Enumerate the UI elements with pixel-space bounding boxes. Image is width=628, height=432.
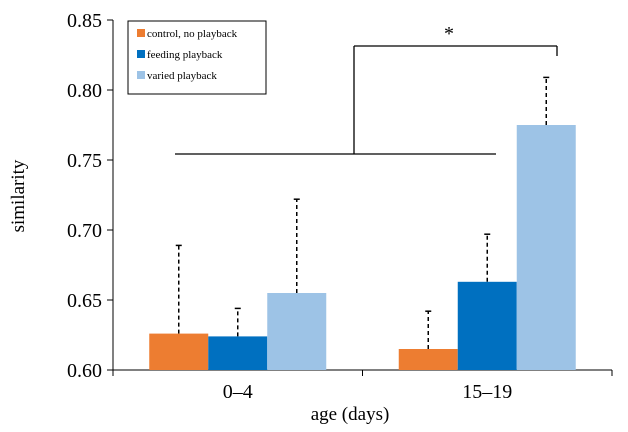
y-tick-label: 0.60 — [67, 360, 102, 382]
legend-swatch — [137, 29, 145, 37]
y-tick-label: 0.65 — [67, 290, 102, 312]
bars — [149, 125, 576, 370]
bar-control-no-playback-0 — [149, 333, 209, 370]
y-tick-label: 0.70 — [67, 220, 102, 242]
legend-label: control, no playback — [147, 28, 238, 40]
legend: control, no playback feeding playback vari… — [127, 20, 267, 95]
y-tick-label: 0.75 — [67, 150, 102, 172]
y-axis-label: similarity — [8, 159, 29, 232]
significance-bracket: * — [175, 23, 558, 155]
x-axis-label: age (days) — [311, 404, 390, 425]
y-tick-label: 0.85 — [67, 10, 102, 32]
legend-label: varied playback — [147, 70, 217, 82]
legend-label: feeding playback — [147, 49, 223, 61]
bar-varied-playback-1 — [516, 125, 576, 370]
significance-star: * — [444, 23, 454, 45]
y-tick-label: 0.80 — [67, 80, 102, 102]
legend-box — [127, 20, 267, 95]
bar-varied-playback-0 — [267, 293, 327, 370]
bar-control-no-playback-1 — [398, 349, 458, 370]
x-tick-label: 15–19 — [462, 381, 512, 403]
x-axis-ticks: 0–4 15–19 — [112, 370, 613, 403]
legend-swatch — [137, 71, 145, 79]
bar-feeding-playback-0 — [208, 336, 268, 370]
y-axis-ticks: 0.60 0.65 0.70 0.75 0.80 0.85 — [67, 10, 113, 382]
bar-feeding-playback-1 — [457, 281, 517, 370]
error-bars — [175, 76, 550, 349]
legend-swatch — [137, 50, 145, 58]
x-tick-label: 0–4 — [223, 381, 253, 403]
